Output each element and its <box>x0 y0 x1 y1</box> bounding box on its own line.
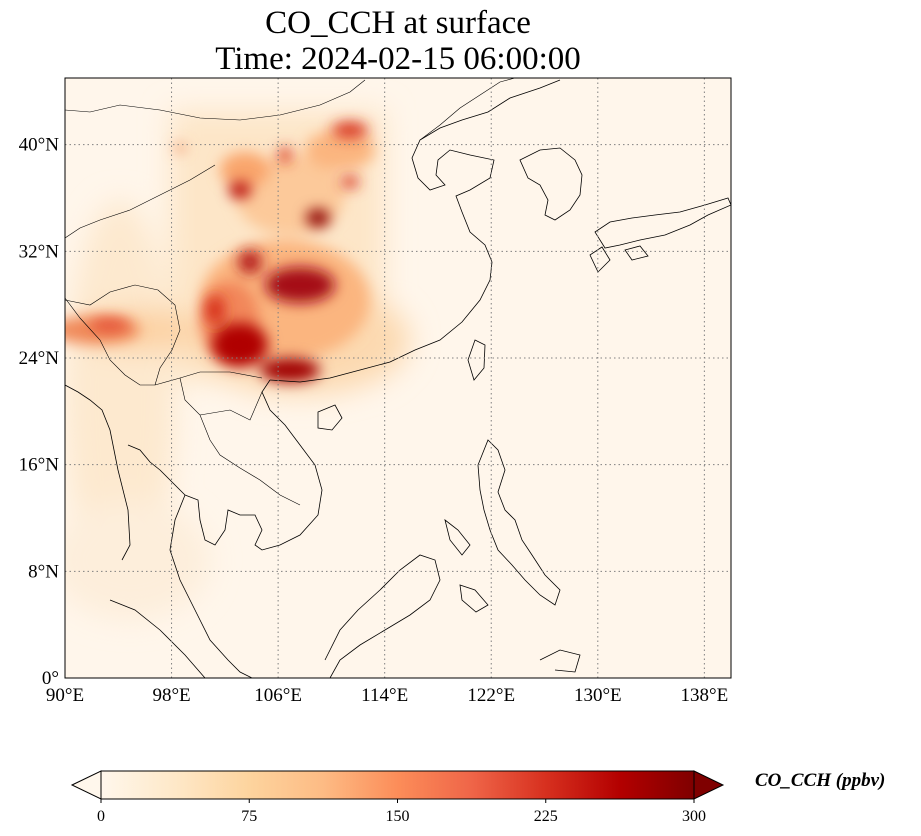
longitude-tick-label: 122°E <box>467 685 515 706</box>
gridlines <box>65 78 731 678</box>
colorbar-ticks: 0 75 150 225 300 <box>97 799 706 825</box>
map-title: CO_CCH at surface <box>265 5 531 41</box>
colorbar-label: CO_CCH (ppbv) <box>755 770 886 791</box>
colorbar-tick-label: 75 <box>241 808 257 825</box>
longitude-tick-label: 138°E <box>681 685 729 706</box>
latitude-tick-label: 16°N <box>19 455 60 476</box>
longitude-labels: 90°E 98°E 106°E 114°E 122°E 130°E 138°E <box>46 685 728 706</box>
latitude-tick-label: 40°N <box>19 135 60 156</box>
longitude-tick-label: 130°E <box>574 685 622 706</box>
latitude-tick-label: 8°N <box>28 561 59 582</box>
coastlines <box>65 78 731 678</box>
plume-high <box>90 122 368 382</box>
concentration-field <box>65 110 410 620</box>
longitude-tick-label: 90°E <box>46 685 84 706</box>
colorbar-tick-label: 300 <box>682 808 706 825</box>
colorbar-tick-label: 0 <box>97 808 105 825</box>
colorbar-tick-label: 225 <box>534 808 558 825</box>
map-frame <box>64 77 732 679</box>
latitude-tick-label: 0° <box>42 668 59 689</box>
longitude-tick-label: 106°E <box>254 685 302 706</box>
longitude-tick-label: 98°E <box>152 685 190 706</box>
colorbar-extend-max <box>693 770 725 800</box>
colorbar-tick-label: 150 <box>386 808 410 825</box>
colorbar-gradient <box>100 770 695 800</box>
latitude-tick-label: 24°N <box>19 348 60 369</box>
colorbar: 0 75 150 225 300 <box>70 770 725 825</box>
latitude-labels: 0° 8°N 16°N 24°N 32°N 40°N <box>19 135 60 689</box>
colorbar-extend-min <box>70 770 102 800</box>
map-time-subtitle: Time: 2024-02-15 06:00:00 <box>215 41 581 77</box>
longitude-tick-label: 114°E <box>361 685 408 706</box>
latitude-tick-label: 32°N <box>19 241 60 262</box>
